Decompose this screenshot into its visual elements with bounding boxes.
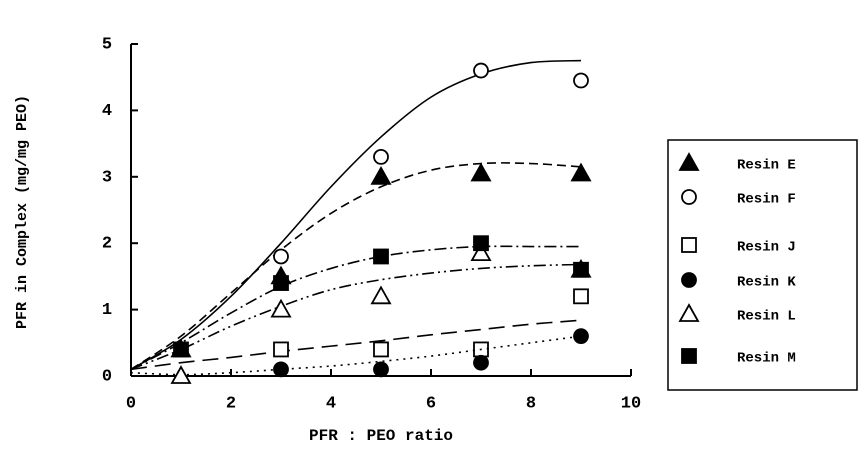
x-axis-title: PFR : PEO ratio — [309, 427, 453, 445]
data-point — [573, 261, 589, 278]
x-tick-label: 8 — [526, 394, 536, 413]
data-point — [373, 148, 389, 165]
y-tick-label: 1 — [102, 301, 112, 320]
legend-label: Resin E — [737, 158, 796, 174]
fit-curve — [130, 263, 582, 371]
data-point — [373, 248, 389, 265]
x-tick-label: 2 — [226, 394, 236, 413]
legend-marker — [681, 189, 697, 205]
data-point — [573, 328, 589, 345]
fit-curve — [130, 319, 582, 371]
y-tick-label: 0 — [102, 367, 112, 386]
fit-curve — [130, 162, 582, 371]
legend-marker — [678, 152, 700, 171]
data-point — [170, 365, 192, 384]
data-point — [473, 354, 489, 371]
legend-label: Resin L — [737, 309, 796, 325]
data-point — [573, 288, 589, 305]
data-point — [273, 248, 289, 265]
data-point — [273, 361, 289, 378]
y-tick-label: 3 — [102, 168, 112, 187]
y-tick-label: 2 — [102, 235, 112, 254]
legend-label: Resin J — [737, 240, 796, 256]
y-tick-label: 4 — [102, 102, 112, 121]
legend-marker — [678, 303, 700, 322]
x-tick-label: 10 — [621, 394, 641, 413]
data-point — [173, 341, 189, 358]
data-point — [370, 165, 392, 185]
data-point — [473, 62, 489, 79]
data-point — [570, 162, 592, 182]
data-point — [470, 162, 492, 182]
fit-curve — [130, 335, 582, 376]
legend-box — [667, 139, 858, 391]
x-tick-label: 6 — [426, 394, 436, 413]
y-tick-label: 5 — [102, 35, 112, 54]
data-point — [373, 341, 389, 358]
data-point — [573, 72, 589, 89]
data-point — [273, 341, 289, 358]
data-point — [270, 298, 292, 318]
data-point — [370, 285, 392, 305]
legend-marker — [681, 272, 697, 288]
data-point — [473, 235, 489, 252]
x-tick-label: 4 — [326, 394, 336, 413]
data-point — [470, 242, 492, 262]
legend-marker — [681, 237, 697, 253]
fit-curve — [130, 245, 581, 371]
data-point — [373, 361, 389, 378]
fit-curve — [130, 59, 582, 371]
data-point — [273, 275, 289, 291]
legend-label: Resin F — [737, 192, 796, 208]
legend-label: Resin K — [737, 275, 796, 291]
x-tick-label: 0 — [126, 394, 136, 413]
legend-marker — [681, 348, 697, 364]
legend-label: Resin M — [737, 351, 796, 367]
y-axis-title: PFR in Complex (mg/mg PEO) — [14, 95, 31, 329]
